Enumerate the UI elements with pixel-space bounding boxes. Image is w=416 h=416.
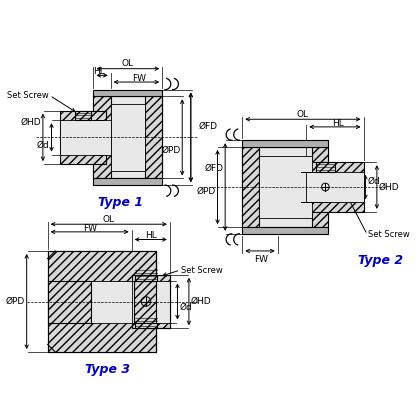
Text: HL: HL <box>332 119 344 128</box>
Bar <box>94 90 162 97</box>
Bar <box>94 97 162 178</box>
Text: ØHD: ØHD <box>191 297 211 306</box>
Text: ØPD: ØPD <box>5 297 25 306</box>
Text: FW: FW <box>83 223 97 233</box>
Text: Type 1: Type 1 <box>98 196 143 209</box>
Bar <box>243 147 328 227</box>
Bar <box>243 227 328 234</box>
Bar <box>75 111 91 120</box>
Text: OL: OL <box>103 215 115 224</box>
Text: FW: FW <box>255 255 268 264</box>
Text: Type 2: Type 2 <box>358 254 403 267</box>
Bar <box>60 111 106 164</box>
Bar <box>312 147 328 227</box>
Bar <box>111 104 145 171</box>
Text: ØFD: ØFD <box>198 121 218 131</box>
Text: Set Screw: Set Screw <box>368 230 410 239</box>
Text: Ød: Ød <box>367 177 380 186</box>
Bar <box>134 322 157 328</box>
Bar <box>131 280 170 322</box>
Bar <box>48 251 156 352</box>
Bar <box>243 140 328 147</box>
Bar <box>316 162 335 172</box>
Text: ØHD: ØHD <box>379 183 399 191</box>
Bar <box>48 280 91 322</box>
Text: FW: FW <box>132 74 146 83</box>
Bar <box>306 162 364 212</box>
Bar <box>131 275 170 328</box>
Bar <box>48 280 156 322</box>
Text: OL: OL <box>122 59 134 68</box>
Text: Set Screw: Set Screw <box>7 91 49 100</box>
Text: ØPD: ØPD <box>162 146 181 155</box>
Bar <box>94 97 111 178</box>
Bar <box>94 178 162 185</box>
Text: Set Screw: Set Screw <box>181 265 223 275</box>
Text: Type 3: Type 3 <box>85 363 130 376</box>
Text: ØHD: ØHD <box>20 118 41 126</box>
Bar <box>134 275 157 280</box>
Text: Ød: Ød <box>37 141 50 149</box>
Text: HL: HL <box>145 231 156 240</box>
Bar <box>306 172 364 202</box>
Text: OL: OL <box>297 110 309 119</box>
Bar <box>259 156 312 218</box>
Bar <box>145 97 162 178</box>
Bar <box>243 147 259 227</box>
Bar <box>48 251 156 352</box>
Text: Ød: Ød <box>179 303 192 312</box>
Text: ØPD: ØPD <box>196 187 215 196</box>
Text: ØFD: ØFD <box>204 163 223 172</box>
Bar <box>134 280 156 322</box>
Bar <box>60 120 111 155</box>
Text: HL: HL <box>93 67 105 76</box>
